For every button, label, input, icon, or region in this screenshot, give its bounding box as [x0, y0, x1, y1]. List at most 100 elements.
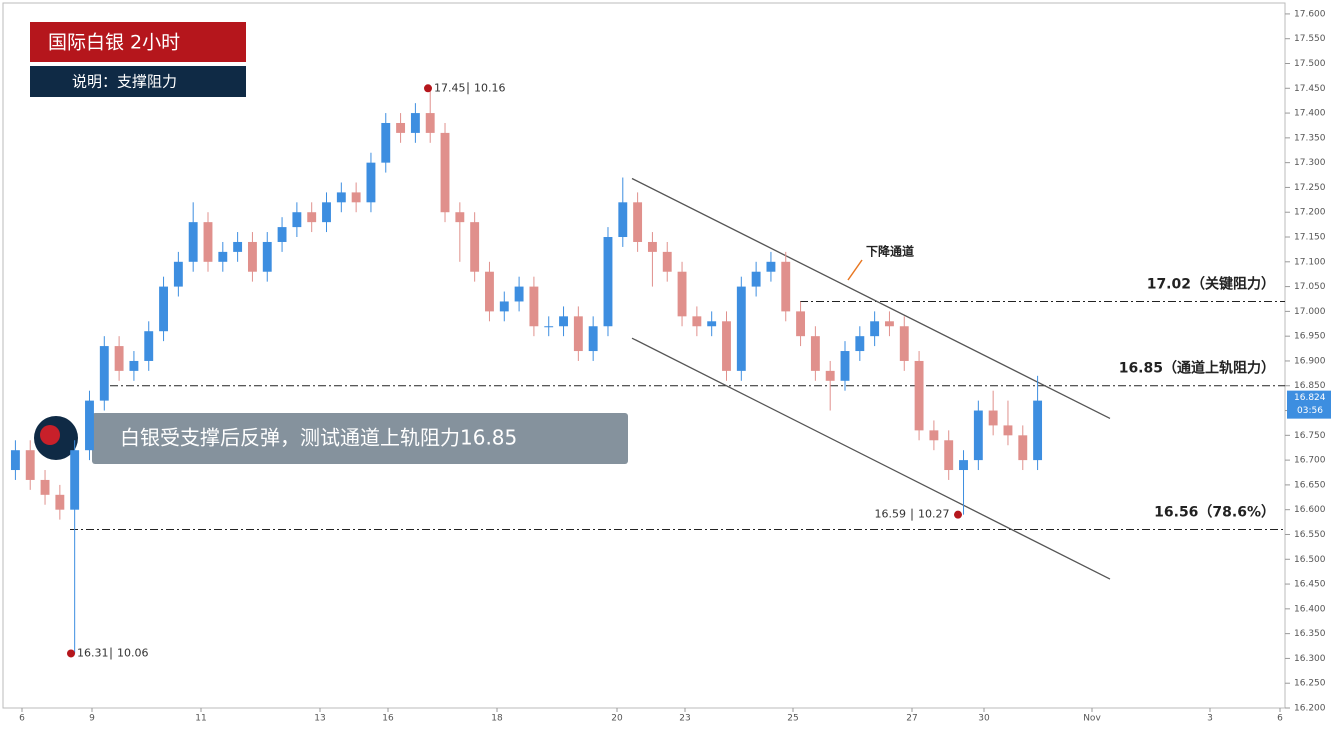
candle-body	[277, 227, 287, 242]
x-tick-label: 25	[787, 714, 798, 724]
extreme-price: 17.45	[434, 81, 466, 94]
x-tick-label: 18	[491, 714, 503, 724]
candle-body	[751, 271, 761, 287]
candle-body	[203, 222, 213, 262]
channel-label: 下降通道	[866, 244, 914, 259]
x-tick-label: 9	[89, 714, 95, 724]
extreme-dot	[954, 510, 962, 519]
y-tick-label: 16.650	[1294, 480, 1326, 490]
x-tick-label: 6	[19, 714, 25, 724]
candle-body	[129, 360, 139, 371]
y-tick-label: 16.900	[1294, 356, 1326, 366]
candle-body	[322, 202, 331, 223]
candle-body	[144, 331, 154, 361]
y-tick-label: 17.350	[1294, 133, 1326, 143]
candle-body	[410, 113, 420, 133]
candle-body	[766, 261, 776, 272]
y-tick-label: 16.750	[1294, 431, 1326, 441]
candle-body	[736, 286, 746, 371]
channel-line	[631, 177, 1111, 420]
candle-body	[529, 286, 539, 327]
subtitle-box	[30, 66, 246, 97]
candle-body	[99, 346, 109, 401]
candle-body	[796, 311, 806, 337]
y-tick-label: 17.000	[1294, 307, 1326, 317]
candle-body	[929, 430, 939, 441]
candle-body	[470, 222, 480, 272]
last-price-label: 16.824	[1294, 393, 1326, 403]
candle-body	[262, 241, 272, 272]
candle-body	[114, 346, 124, 371]
candle-body	[840, 351, 850, 381]
candle-body	[914, 360, 924, 431]
candle-body	[588, 326, 598, 352]
candle-body	[647, 241, 657, 252]
y-tick-label: 17.600	[1294, 9, 1326, 19]
candle-body	[810, 336, 820, 371]
candle-body	[307, 212, 317, 223]
candle-body	[825, 370, 835, 381]
candle-body	[396, 122, 406, 133]
y-tick-label: 16.700	[1294, 456, 1326, 466]
candle-body	[1003, 425, 1013, 436]
candle-body	[55, 494, 65, 510]
candle-body	[425, 113, 435, 133]
x-tick-label: 6	[1277, 714, 1283, 724]
channel-arrow	[847, 259, 863, 281]
chart-title: 国际白银 2小时	[48, 32, 180, 54]
y-tick-label: 16.600	[1294, 505, 1326, 515]
candle-body	[218, 251, 228, 262]
candle-body	[188, 222, 198, 262]
banner-text: 白银受支撑后反弹，测试通道上轨阻力16.85	[120, 426, 517, 450]
candle-body	[544, 326, 554, 328]
candle-body	[499, 301, 509, 312]
title-box	[30, 22, 246, 62]
candle-body	[944, 440, 954, 471]
candle-body	[381, 122, 391, 163]
candle-body	[899, 326, 909, 361]
candle-body	[485, 271, 494, 312]
y-tick-label: 17.450	[1294, 84, 1326, 94]
candle-body	[440, 132, 450, 213]
chart-subtitle: 说明：支撑阻力	[72, 73, 177, 91]
x-tick-label: 13	[314, 714, 325, 724]
y-tick-label: 17.100	[1294, 257, 1326, 267]
last-price-timer: 03:56	[1297, 406, 1323, 416]
x-tick-label: 16	[382, 714, 394, 724]
x-tick-label: 27	[906, 714, 917, 724]
logo-mark	[40, 425, 60, 445]
y-tick-label: 16.450	[1294, 580, 1326, 590]
y-tick-label: 17.400	[1294, 109, 1326, 119]
candle-body	[573, 316, 583, 352]
extreme-dot	[67, 649, 75, 658]
last-price-box	[1287, 390, 1331, 419]
banner-box	[92, 413, 628, 464]
x-tick-label: 11	[195, 714, 206, 724]
candle-body	[988, 410, 998, 426]
x-tick-label: 23	[679, 714, 690, 724]
y-tick-label: 16.250	[1294, 679, 1326, 689]
candle-body	[292, 212, 302, 228]
candle-body	[351, 192, 361, 203]
extreme-note: 10.27	[918, 508, 950, 521]
y-tick-label: 16.200	[1294, 704, 1326, 714]
candle-body	[1033, 400, 1043, 461]
y-tick-label: 16.400	[1294, 604, 1326, 614]
candle-body	[514, 286, 524, 302]
candle-body	[85, 400, 94, 451]
level-label: 17.02（关键阻力）	[1147, 275, 1275, 292]
y-tick-label: 17.150	[1294, 233, 1326, 243]
candle-body	[677, 271, 687, 317]
candle-body	[692, 316, 702, 327]
candle-body	[662, 251, 672, 272]
y-tick-label: 16.950	[1294, 332, 1326, 342]
y-tick-label: 16.300	[1294, 654, 1326, 664]
candle-body	[173, 261, 183, 287]
x-tick-label: 3	[1207, 714, 1213, 724]
candle-body	[10, 450, 20, 471]
level-label: 16.85（通道上轨阻力）	[1119, 360, 1275, 377]
extreme-price: 16.59	[875, 508, 907, 521]
candle-body	[559, 316, 568, 327]
x-tick-label: Nov	[1083, 714, 1101, 724]
